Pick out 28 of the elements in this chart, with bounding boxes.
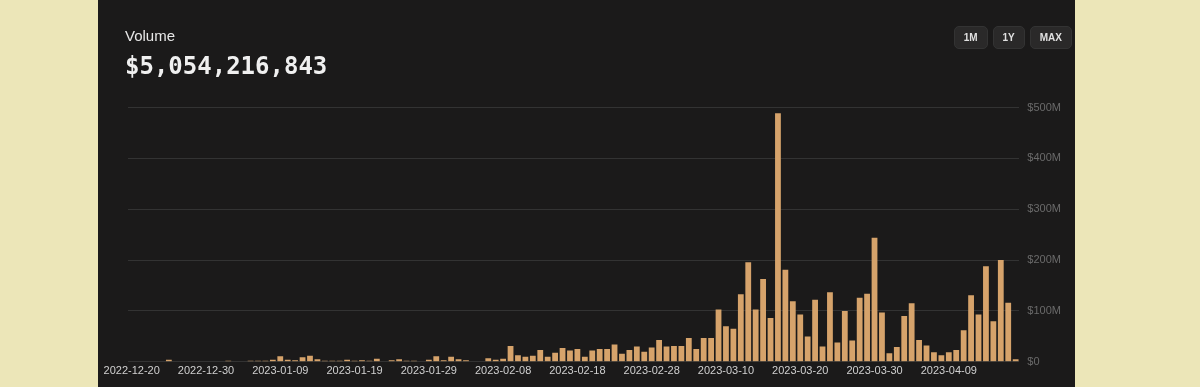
y-tick-label: $300M (1027, 202, 1062, 215)
chart-subtitle: $5,054,216,843 (125, 52, 328, 80)
y-tick-label: $100M (1027, 303, 1062, 316)
text: 1M (953, 26, 988, 49)
x-tick-label: 2023-03-30 (846, 364, 903, 377)
x-tick-label: 2023-04-09 (920, 364, 977, 377)
y-tick-label: $200M (1027, 253, 1062, 266)
bar (307, 355, 313, 362)
x-tick-label: 2022-12-20 (103, 364, 160, 377)
y-tick-label: $400M (1027, 151, 1062, 164)
x-tick-label: 2023-03-10 (697, 364, 755, 377)
bar (1012, 359, 1019, 362)
x-tick-label: 2023-03-20 (772, 364, 829, 377)
text: MAX (1029, 26, 1072, 49)
x-tick-label: 2023-02-08 (474, 364, 532, 377)
bar (515, 355, 521, 362)
bar (485, 358, 492, 362)
bar (567, 350, 573, 362)
y-tick-label: $0 (1027, 354, 1040, 367)
x-tick-label: 2023-02-18 (549, 364, 606, 377)
x-tick-label: 2023-01-29 (400, 364, 457, 377)
chart-title: Volume (125, 27, 176, 44)
x-tick-label: 2023-01-09 (252, 364, 309, 377)
text: 1Y (992, 26, 1025, 49)
x-tick-label: 2022-12-30 (177, 364, 235, 377)
x-tick-label: 2023-01-19 (326, 364, 383, 377)
x-tick-label: 2023-02-28 (623, 364, 680, 377)
y-tick-label: $500M (1027, 100, 1062, 113)
